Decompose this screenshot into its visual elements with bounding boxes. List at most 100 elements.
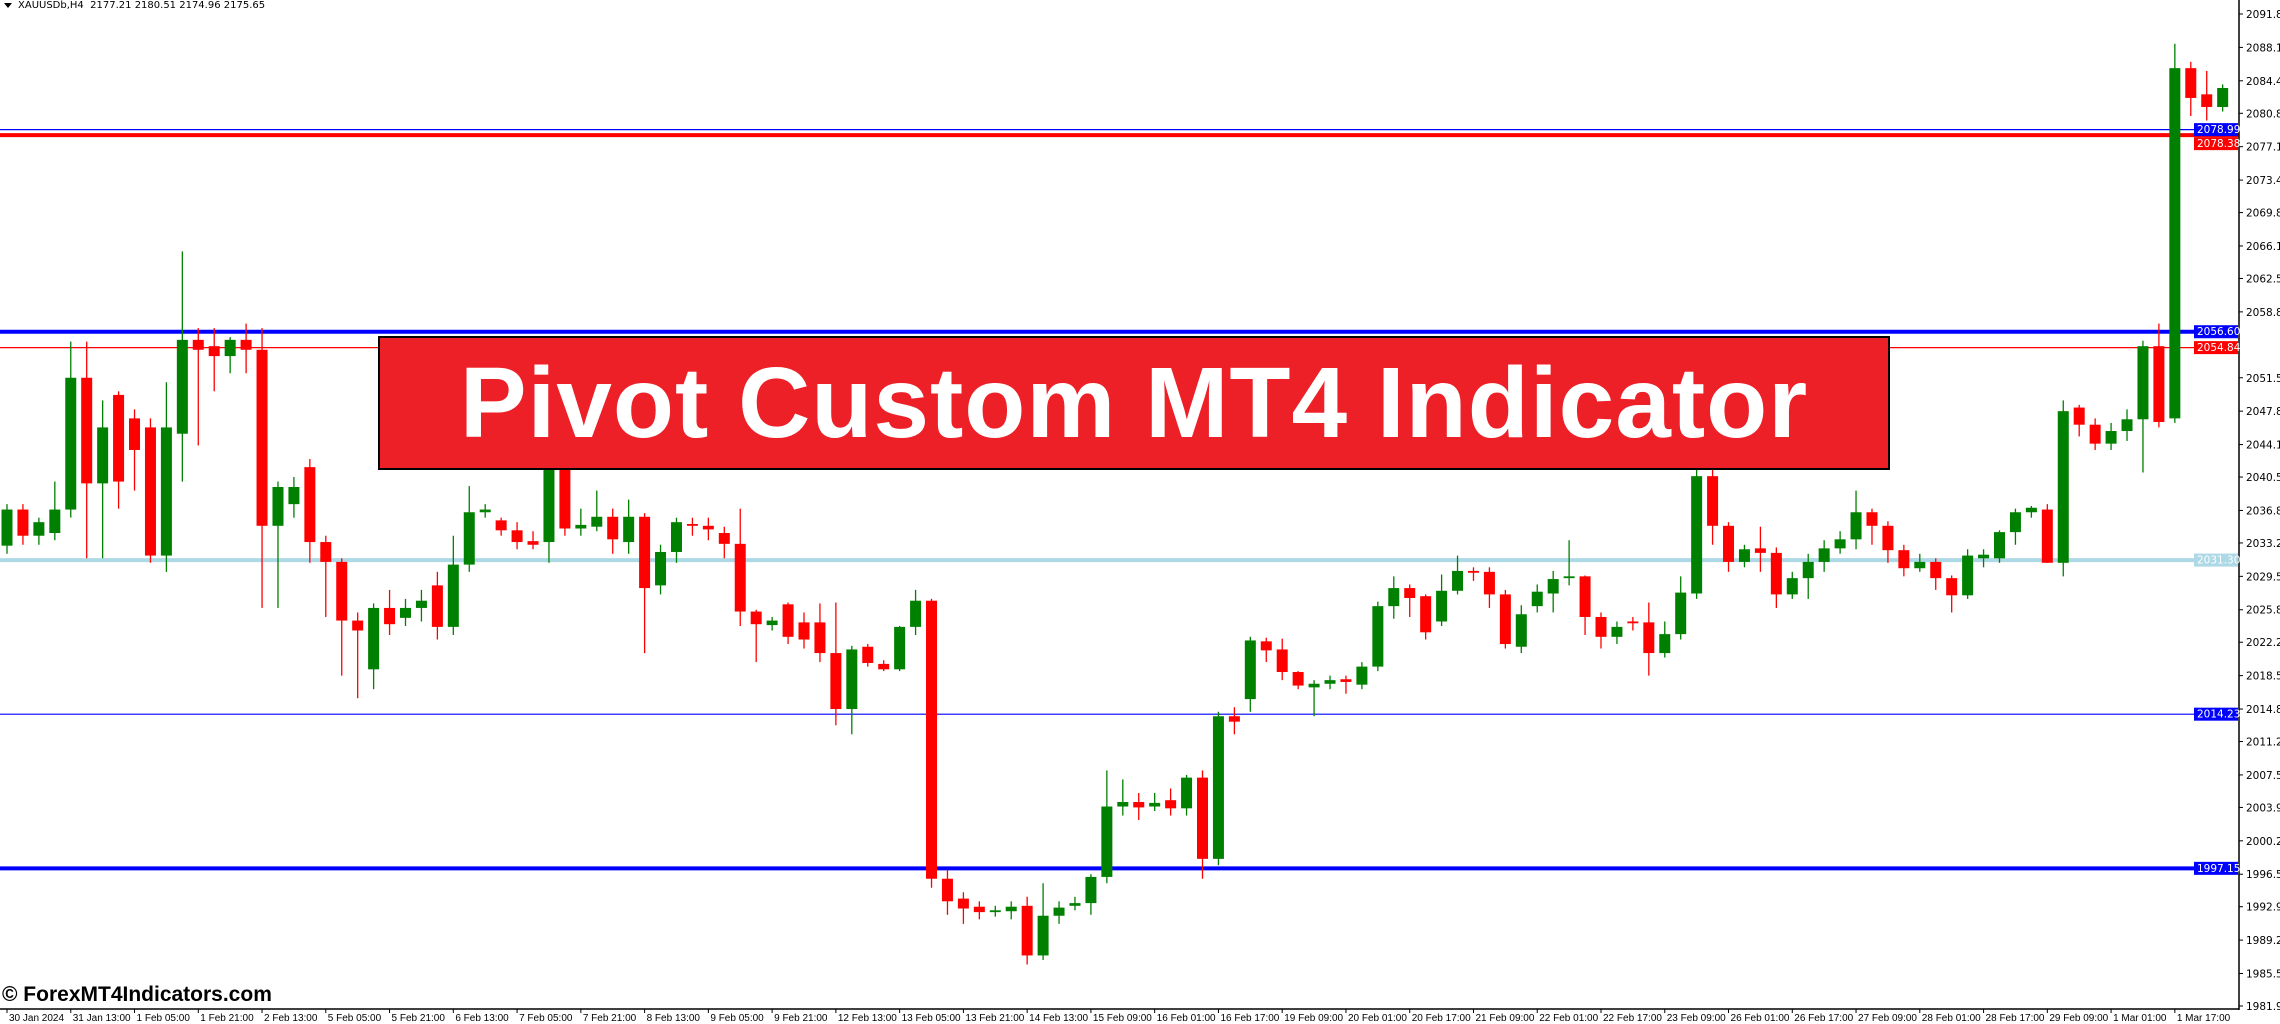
candle-bull bbox=[1914, 561, 1926, 569]
time-tick-label: 20 Feb 01:00 bbox=[1348, 1013, 1407, 1024]
time-tick-label: 8 Feb 13:00 bbox=[647, 1013, 701, 1024]
price-level-tag bbox=[2194, 861, 2238, 875]
candle-bear bbox=[495, 520, 507, 531]
time-tick-label: 7 Feb 21:00 bbox=[583, 1013, 637, 1024]
time-tick-label: 26 Feb 17:00 bbox=[1794, 1013, 1853, 1024]
candle-bull bbox=[1356, 666, 1368, 685]
candle-bull bbox=[670, 522, 682, 552]
price-tick-label: 2014.80 bbox=[2246, 704, 2280, 716]
candle-bull bbox=[49, 509, 61, 534]
price-tick-label: 2066.10 bbox=[2246, 241, 2280, 253]
candle-bear bbox=[1499, 594, 1511, 645]
price-tick-label: 2047.80 bbox=[2246, 406, 2280, 418]
candle-bull bbox=[846, 649, 858, 710]
candle-bull bbox=[1547, 579, 1559, 594]
candle-bear bbox=[129, 418, 141, 450]
candle-bear bbox=[830, 653, 842, 710]
price-tick-label: 2025.80 bbox=[2246, 605, 2280, 617]
price-tick-label: 1996.50 bbox=[2246, 869, 2280, 881]
candle-bear bbox=[1627, 621, 1639, 624]
candle-bear bbox=[1579, 576, 1591, 617]
time-tick-label: 2 Feb 13:00 bbox=[264, 1013, 318, 1024]
candle-bear bbox=[336, 561, 348, 621]
candle-bull bbox=[1611, 626, 1623, 637]
candle-bear bbox=[1866, 512, 1878, 526]
price-level-label: 2078.99 bbox=[2197, 124, 2240, 136]
time-tick-label: 22 Feb 01:00 bbox=[1539, 1013, 1598, 1024]
candle-bull bbox=[1388, 588, 1400, 607]
candle-bear bbox=[1898, 550, 1910, 569]
price-tick-label: 1985.50 bbox=[2246, 969, 2280, 981]
time-tick-label: 9 Feb 21:00 bbox=[774, 1013, 828, 1024]
time-tick-label: 14 Feb 13:00 bbox=[1029, 1013, 1088, 1024]
banner-title: Pivot Custom MT4 Indicator bbox=[459, 346, 1809, 459]
candle-bear bbox=[1133, 802, 1145, 808]
price-level-label: 2031.30 bbox=[2197, 555, 2240, 567]
candle-bear bbox=[686, 523, 698, 526]
time-tick-label: 5 Feb 05:00 bbox=[328, 1013, 382, 1024]
candle-bull bbox=[479, 509, 491, 513]
price-tick-label: 1981.90 bbox=[2246, 1001, 2280, 1013]
candle-bull bbox=[1691, 476, 1703, 594]
candle-bull bbox=[2169, 68, 2181, 419]
time-tick-label: 20 Feb 17:00 bbox=[1412, 1013, 1471, 1024]
candle-bear bbox=[431, 585, 443, 627]
time-tick-label: 23 Feb 09:00 bbox=[1667, 1013, 1726, 1024]
candle-bear bbox=[1021, 905, 1033, 956]
candle-bull bbox=[1053, 907, 1065, 916]
candle-bull bbox=[575, 524, 587, 529]
candle-bear bbox=[559, 454, 571, 529]
price-level-tag bbox=[2194, 137, 2238, 151]
candle-bull bbox=[591, 516, 603, 527]
price-level-tag bbox=[2194, 707, 2238, 721]
candle-bull bbox=[1212, 716, 1224, 859]
time-tick-label: 7 Feb 05:00 bbox=[519, 1013, 573, 1024]
candle-bull bbox=[1563, 576, 1575, 579]
candle-bear bbox=[1260, 641, 1272, 651]
ohlc-readout: 2177.21 2180.51 2174.96 2175.65 bbox=[90, 0, 266, 11]
candle-bull bbox=[2105, 431, 2117, 444]
candle-bull bbox=[1738, 549, 1750, 562]
chart-header: XAUUSDb,H4 2177.21 2180.51 2174.96 2175.… bbox=[4, 0, 265, 11]
symbol-label: XAUUSDb,H4 bbox=[18, 0, 84, 11]
candle-bear bbox=[320, 542, 332, 562]
time-tick-label: 21 Feb 09:00 bbox=[1475, 1013, 1534, 1024]
dropdown-triangle-icon[interactable] bbox=[4, 2, 12, 8]
candle-bull bbox=[1037, 915, 1049, 956]
candle-bull bbox=[1850, 512, 1862, 540]
candle-bear bbox=[878, 663, 890, 670]
time-tick-label: 5 Feb 21:00 bbox=[392, 1013, 446, 1024]
candle-bull bbox=[1, 509, 13, 546]
candle-bear bbox=[1754, 548, 1766, 553]
candle-bear bbox=[1197, 777, 1208, 859]
price-tick-label: 2088.10 bbox=[2246, 42, 2280, 54]
candle-bear bbox=[208, 346, 220, 357]
candle-bull bbox=[400, 607, 411, 618]
candle-bull bbox=[160, 427, 172, 556]
time-tick-label: 16 Feb 01:00 bbox=[1157, 1013, 1216, 1024]
price-tick-label: 2051.50 bbox=[2246, 373, 2280, 385]
price-level-label: 2014.23 bbox=[2197, 709, 2240, 721]
candle-bear bbox=[352, 620, 364, 631]
title-banner: Pivot Custom MT4 Indicator bbox=[378, 336, 1890, 470]
price-tick-label: 2007.50 bbox=[2246, 770, 2280, 782]
candle-bull bbox=[655, 551, 667, 586]
price-tick-label: 2062.50 bbox=[2246, 273, 2280, 285]
candle-bull bbox=[1005, 906, 1017, 912]
candle-bear bbox=[2201, 94, 2213, 107]
price-tick-label: 2018.50 bbox=[2246, 671, 2280, 683]
price-tick-label: 1989.20 bbox=[2246, 935, 2280, 947]
candle-bull bbox=[463, 512, 475, 565]
candle-bull bbox=[176, 339, 188, 434]
candle-bull bbox=[415, 600, 427, 608]
time-tick-label: 30 Jan 2024 bbox=[9, 1013, 64, 1024]
candle-bull bbox=[1452, 570, 1464, 591]
candle-bull bbox=[1436, 590, 1448, 622]
candle-bull bbox=[989, 910, 1001, 913]
time-tick-label: 28 Feb 17:00 bbox=[1986, 1013, 2045, 1024]
time-tick-label: 19 Feb 09:00 bbox=[1284, 1013, 1343, 1024]
candle-bear bbox=[81, 377, 93, 484]
time-tick-label: 15 Feb 09:00 bbox=[1093, 1013, 1152, 1024]
price-tick-label: 2000.20 bbox=[2246, 836, 2280, 848]
